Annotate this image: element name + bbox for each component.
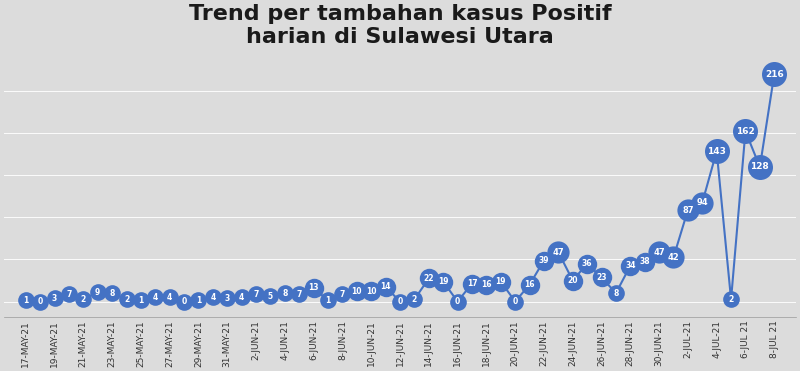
Text: 0: 0 <box>398 297 402 306</box>
Text: 1: 1 <box>23 296 28 305</box>
Text: 47: 47 <box>553 247 564 257</box>
Text: 4: 4 <box>239 293 244 302</box>
Text: 143: 143 <box>707 147 726 156</box>
Text: 8: 8 <box>282 289 287 298</box>
Text: 19: 19 <box>495 277 506 286</box>
Text: 0: 0 <box>513 297 518 306</box>
Text: 8: 8 <box>110 289 115 298</box>
Text: 0: 0 <box>455 297 460 306</box>
Text: 2: 2 <box>412 295 417 304</box>
Text: 1: 1 <box>326 296 330 305</box>
Text: 19: 19 <box>438 277 449 286</box>
Text: 7: 7 <box>297 290 302 299</box>
Text: 16: 16 <box>524 280 534 289</box>
Text: 34: 34 <box>625 261 635 270</box>
Text: 1: 1 <box>196 296 201 305</box>
Text: 4: 4 <box>153 293 158 302</box>
Text: 16: 16 <box>481 280 492 289</box>
Text: 1: 1 <box>138 296 143 305</box>
Text: 17: 17 <box>466 279 478 288</box>
Text: 9: 9 <box>95 288 100 296</box>
Text: 4: 4 <box>210 293 215 302</box>
Text: 39: 39 <box>538 256 549 265</box>
Text: 7: 7 <box>340 290 345 299</box>
Text: 4: 4 <box>167 293 172 302</box>
Text: 0: 0 <box>182 297 186 306</box>
Text: 216: 216 <box>765 70 784 79</box>
Text: 38: 38 <box>639 257 650 266</box>
Text: 2: 2 <box>81 295 86 304</box>
Text: 42: 42 <box>668 253 679 262</box>
Text: 2: 2 <box>124 295 129 304</box>
Text: 13: 13 <box>308 283 319 292</box>
Text: 8: 8 <box>614 289 618 298</box>
Text: 36: 36 <box>582 259 592 268</box>
Text: 3: 3 <box>52 294 57 303</box>
Text: 0: 0 <box>38 297 42 306</box>
Text: 10: 10 <box>366 286 377 296</box>
Text: 162: 162 <box>736 127 755 136</box>
Text: 128: 128 <box>750 162 770 171</box>
Text: 20: 20 <box>567 276 578 285</box>
Text: 14: 14 <box>380 282 391 291</box>
Text: 10: 10 <box>351 286 362 296</box>
Text: 94: 94 <box>697 198 708 207</box>
Text: 23: 23 <box>596 273 606 282</box>
Text: 87: 87 <box>682 206 694 214</box>
Text: 5: 5 <box>268 292 273 301</box>
Text: 22: 22 <box>423 274 434 283</box>
Text: 7: 7 <box>66 290 72 299</box>
Title: Trend per tambahan kasus Positif
harian di Sulawesi Utara: Trend per tambahan kasus Positif harian … <box>189 4 611 47</box>
Text: 7: 7 <box>254 290 258 299</box>
Text: 47: 47 <box>654 247 665 257</box>
Text: 2: 2 <box>729 295 734 304</box>
Text: 3: 3 <box>225 294 230 303</box>
